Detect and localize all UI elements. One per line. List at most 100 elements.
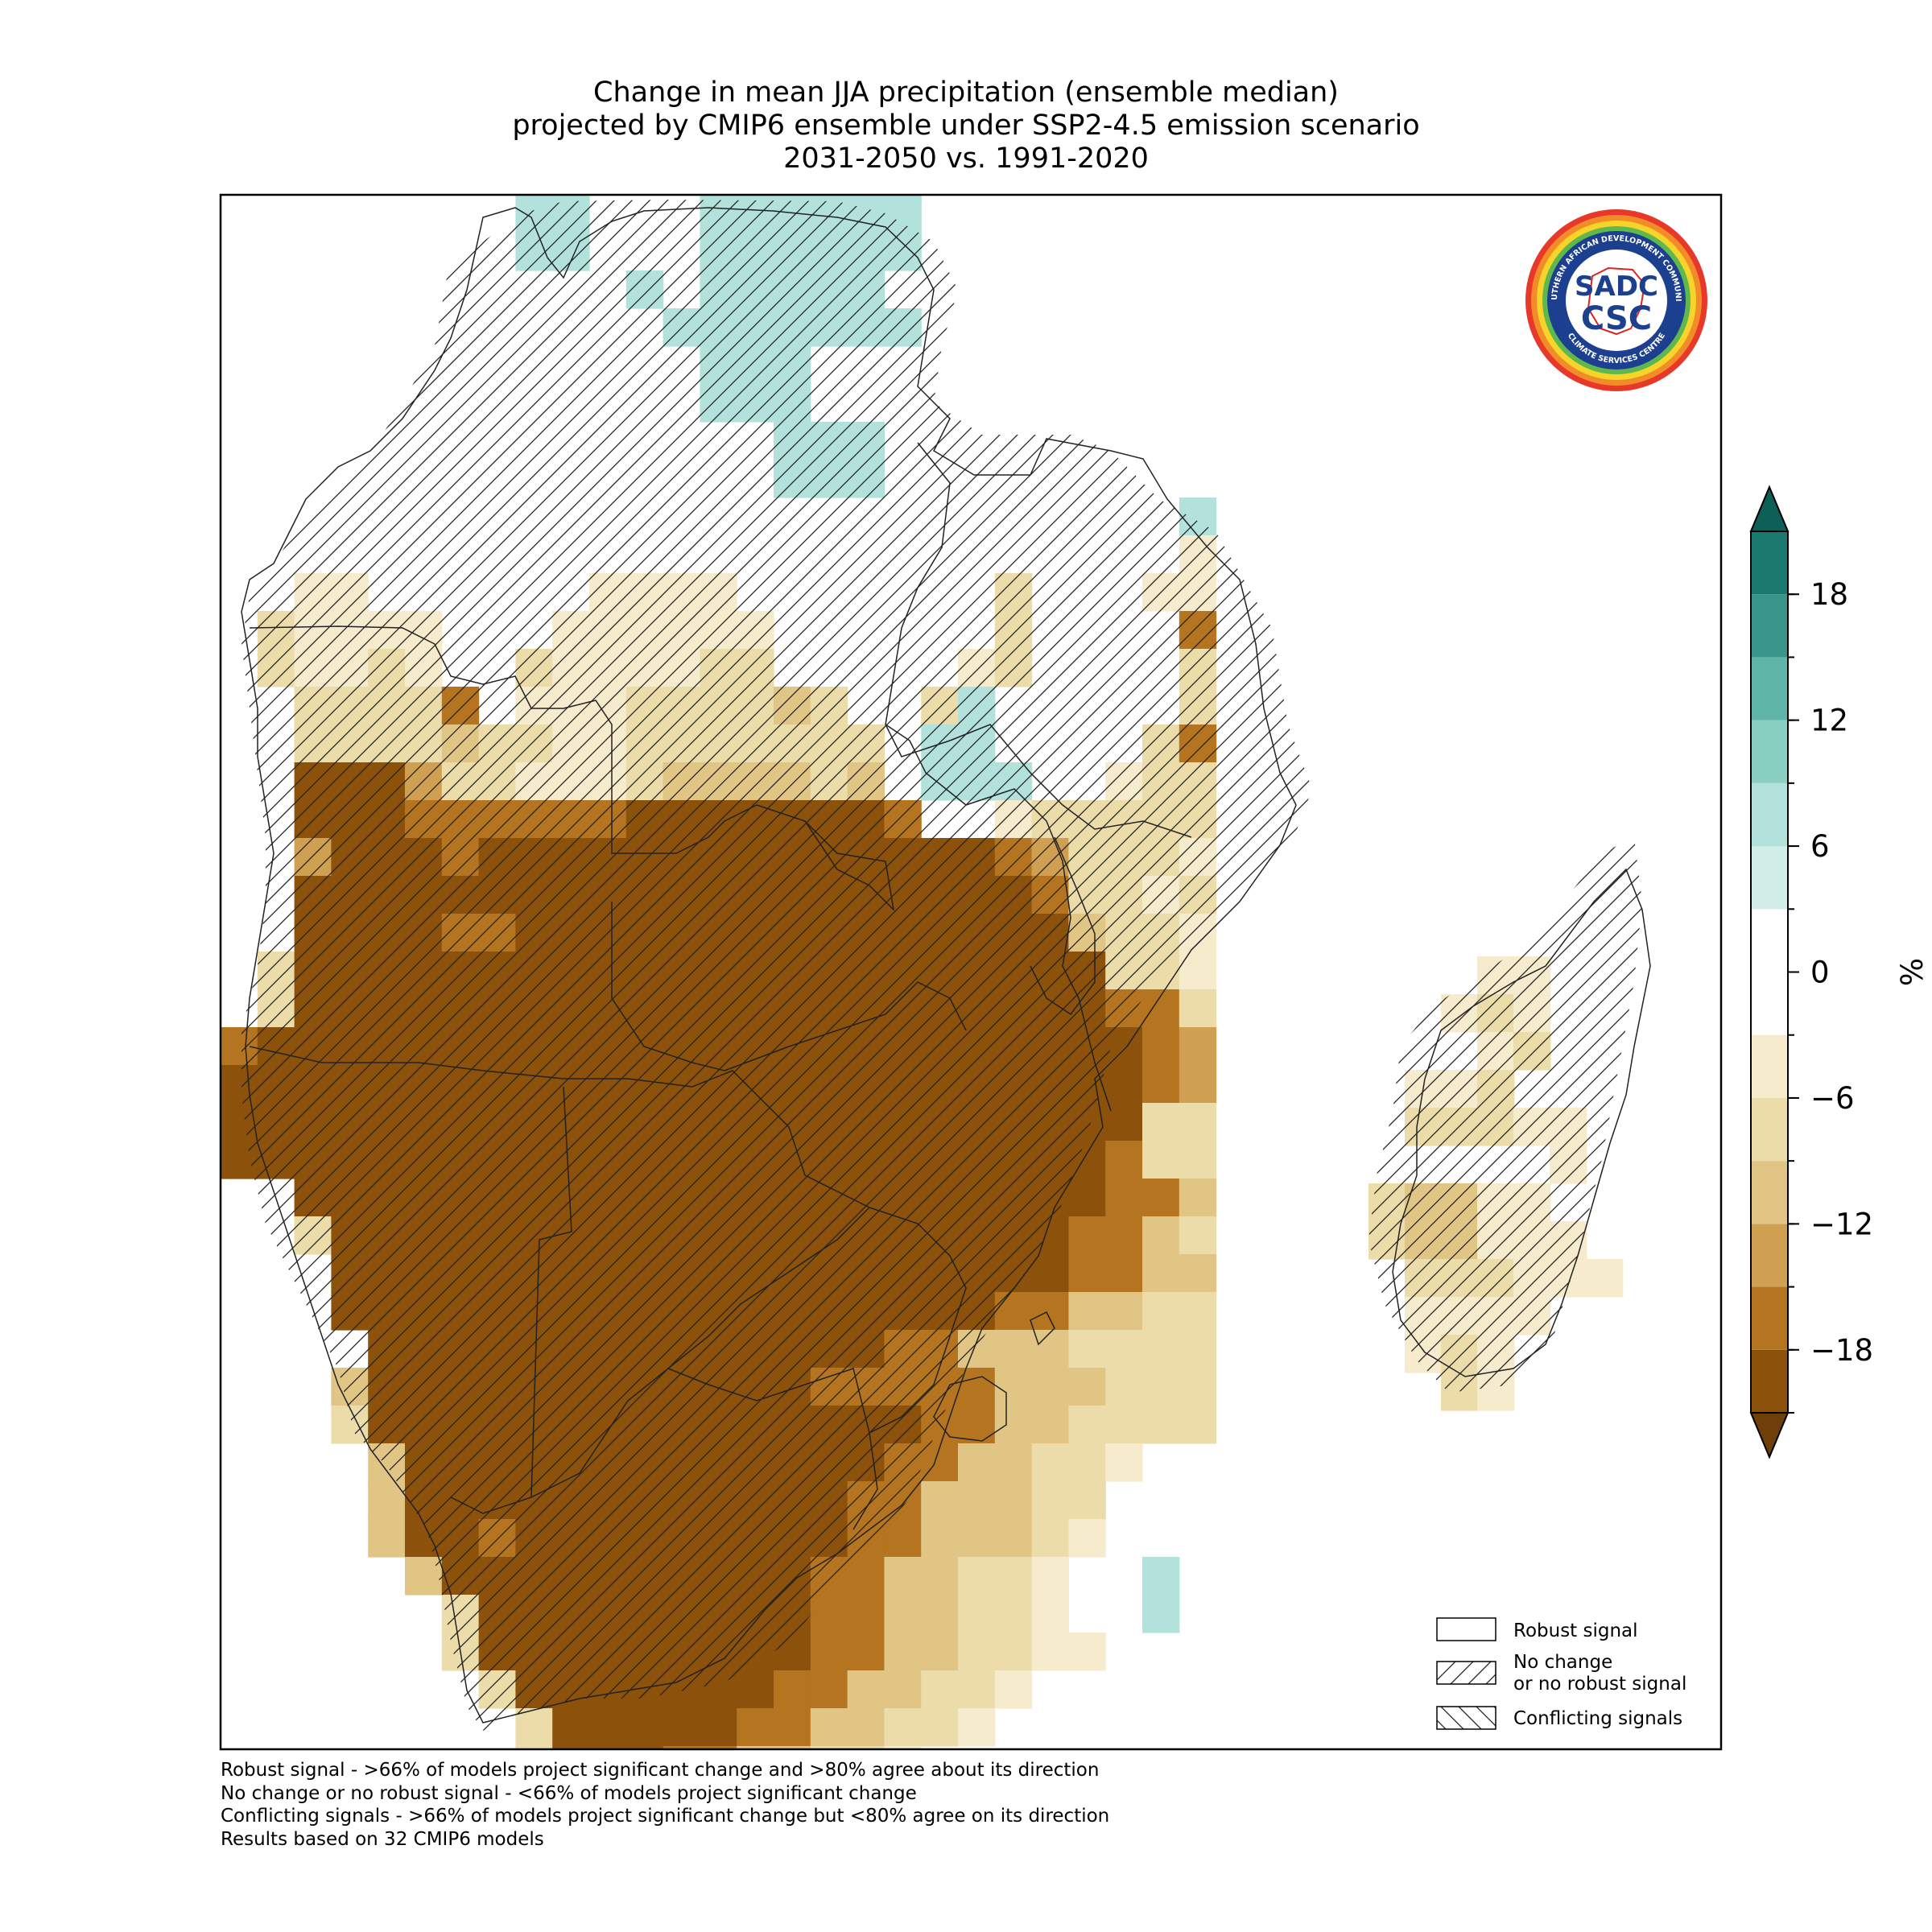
grid-cell xyxy=(1142,1406,1180,1444)
grid-cell xyxy=(368,1519,406,1558)
border-zimbabwe-mozambique xyxy=(869,1207,967,1434)
grid-cell xyxy=(700,1708,737,1747)
grid-cell xyxy=(921,1481,959,1520)
grid-cell xyxy=(921,1633,959,1671)
colorbar-tick-label: −18 xyxy=(1810,1333,1873,1368)
grid-cell xyxy=(884,1557,922,1596)
grid-cell xyxy=(958,1595,996,1633)
grid-cell xyxy=(1142,1254,1180,1293)
border-namibia-angola xyxy=(249,1046,628,1080)
colorbar-extend-low xyxy=(1749,1412,1790,1459)
grid-cell xyxy=(1179,952,1217,990)
border-congo-angola xyxy=(249,625,758,854)
border-malawi xyxy=(1030,836,1096,1016)
grid-cell xyxy=(1179,1292,1217,1331)
grid-cell xyxy=(994,1443,1033,1482)
grid-cell xyxy=(884,1633,922,1671)
grid-cell xyxy=(994,1670,1033,1709)
grid-cell xyxy=(1068,1481,1106,1520)
grid-cell xyxy=(1142,1216,1180,1255)
grid-cell xyxy=(1031,1595,1069,1633)
grid-cell xyxy=(1179,989,1217,1028)
grid-cell xyxy=(1105,1103,1143,1141)
grid-cell xyxy=(1179,1179,1217,1217)
colorbar-segment xyxy=(1751,846,1788,910)
grid-cell xyxy=(1105,1330,1143,1368)
legend-swatch-no-change xyxy=(1436,1661,1496,1685)
mainland-hatch xyxy=(242,200,1312,1731)
legend-label-no-change-1: No change xyxy=(1513,1652,1612,1673)
grid-cell xyxy=(1142,1103,1180,1141)
grid-cell xyxy=(810,1670,848,1709)
grid-cell xyxy=(921,1670,959,1709)
grid-cell xyxy=(1031,1330,1069,1368)
grid-cell xyxy=(1031,1557,1069,1596)
grid-cell xyxy=(552,1708,590,1747)
grid-cell xyxy=(847,1595,885,1633)
colorbar-segment xyxy=(1751,1034,1788,1098)
grid-cell xyxy=(774,1708,811,1747)
grid-cell xyxy=(1105,1443,1143,1482)
grid-cell xyxy=(1105,1406,1143,1444)
grid-cell xyxy=(1105,1254,1143,1293)
border-zambia-tanzania-malawi xyxy=(885,724,1112,1112)
grid-cell xyxy=(589,1746,627,1749)
colorbar-segment xyxy=(1751,1161,1788,1224)
grid-cell xyxy=(994,1406,1033,1444)
grid-cell xyxy=(810,1708,848,1747)
grid-cell xyxy=(958,1519,996,1558)
grid-cell xyxy=(552,1746,590,1749)
grid-cell xyxy=(958,1633,996,1671)
colorbar-segment xyxy=(1751,1097,1788,1162)
grid-cell xyxy=(810,1746,848,1749)
grid-cell xyxy=(1031,1254,1069,1293)
madagascar-hatch xyxy=(1368,837,1642,1393)
grid-cell xyxy=(1179,1368,1217,1406)
grid-cell xyxy=(958,1443,996,1482)
grid-cell xyxy=(1142,1179,1180,1217)
colorbar-extend-high xyxy=(1749,485,1790,532)
grid-cell xyxy=(1142,1292,1180,1331)
grid-cell xyxy=(663,1708,700,1747)
grid-cell xyxy=(994,1481,1033,1520)
grid-cell xyxy=(1142,1330,1180,1368)
grid-cell xyxy=(737,1670,774,1709)
grid-cell xyxy=(625,1746,664,1749)
grid-cell xyxy=(1586,1259,1624,1298)
colorbar-segment xyxy=(1751,1286,1788,1350)
grid-cell xyxy=(921,1595,959,1633)
grid-cell xyxy=(958,1557,996,1596)
grid-cell xyxy=(700,1746,737,1749)
coastline-madagascar xyxy=(1392,868,1651,1377)
border-botswana-zimbabwe xyxy=(627,1070,871,1369)
grid-cell xyxy=(1031,1481,1069,1520)
lesotho-border xyxy=(933,1376,1007,1442)
footnote-3: Conflicting signals - >66% of models pro… xyxy=(221,1806,1110,1827)
footnote-4: Results based on 32 CMIP6 models xyxy=(221,1828,544,1850)
grid-cell xyxy=(1179,1406,1217,1444)
grid-cell xyxy=(1105,1065,1143,1104)
border-angola-zambia xyxy=(611,902,725,1071)
grid-cell xyxy=(1068,1292,1106,1331)
logo-mark-sadc: SADC xyxy=(1575,270,1658,303)
colorbar-segment xyxy=(1751,1349,1788,1413)
grid-cell xyxy=(1068,1519,1106,1558)
grid-cell xyxy=(884,1708,922,1747)
grid-cell xyxy=(1068,1633,1106,1671)
colorbar-tick-label: 6 xyxy=(1810,829,1830,864)
grid-cell xyxy=(1068,1216,1106,1255)
border-zambia-drc xyxy=(756,804,895,912)
grid-cell xyxy=(958,1368,996,1406)
footnotes: Robust signal - >66% of models project s… xyxy=(221,1759,1109,1851)
grid-cell xyxy=(1142,1141,1180,1179)
colorbar-segment xyxy=(1751,720,1788,783)
grid-cell xyxy=(994,1368,1033,1406)
hatching-overlay xyxy=(242,200,1642,1731)
grid-cell xyxy=(515,1746,553,1749)
grid-cell xyxy=(1105,1141,1143,1179)
grid-cell xyxy=(1179,1103,1217,1141)
grid-cell xyxy=(1179,1254,1217,1293)
grid-cell xyxy=(737,1708,774,1747)
grid-cell xyxy=(810,1633,848,1671)
grid-cell xyxy=(1031,1519,1069,1558)
